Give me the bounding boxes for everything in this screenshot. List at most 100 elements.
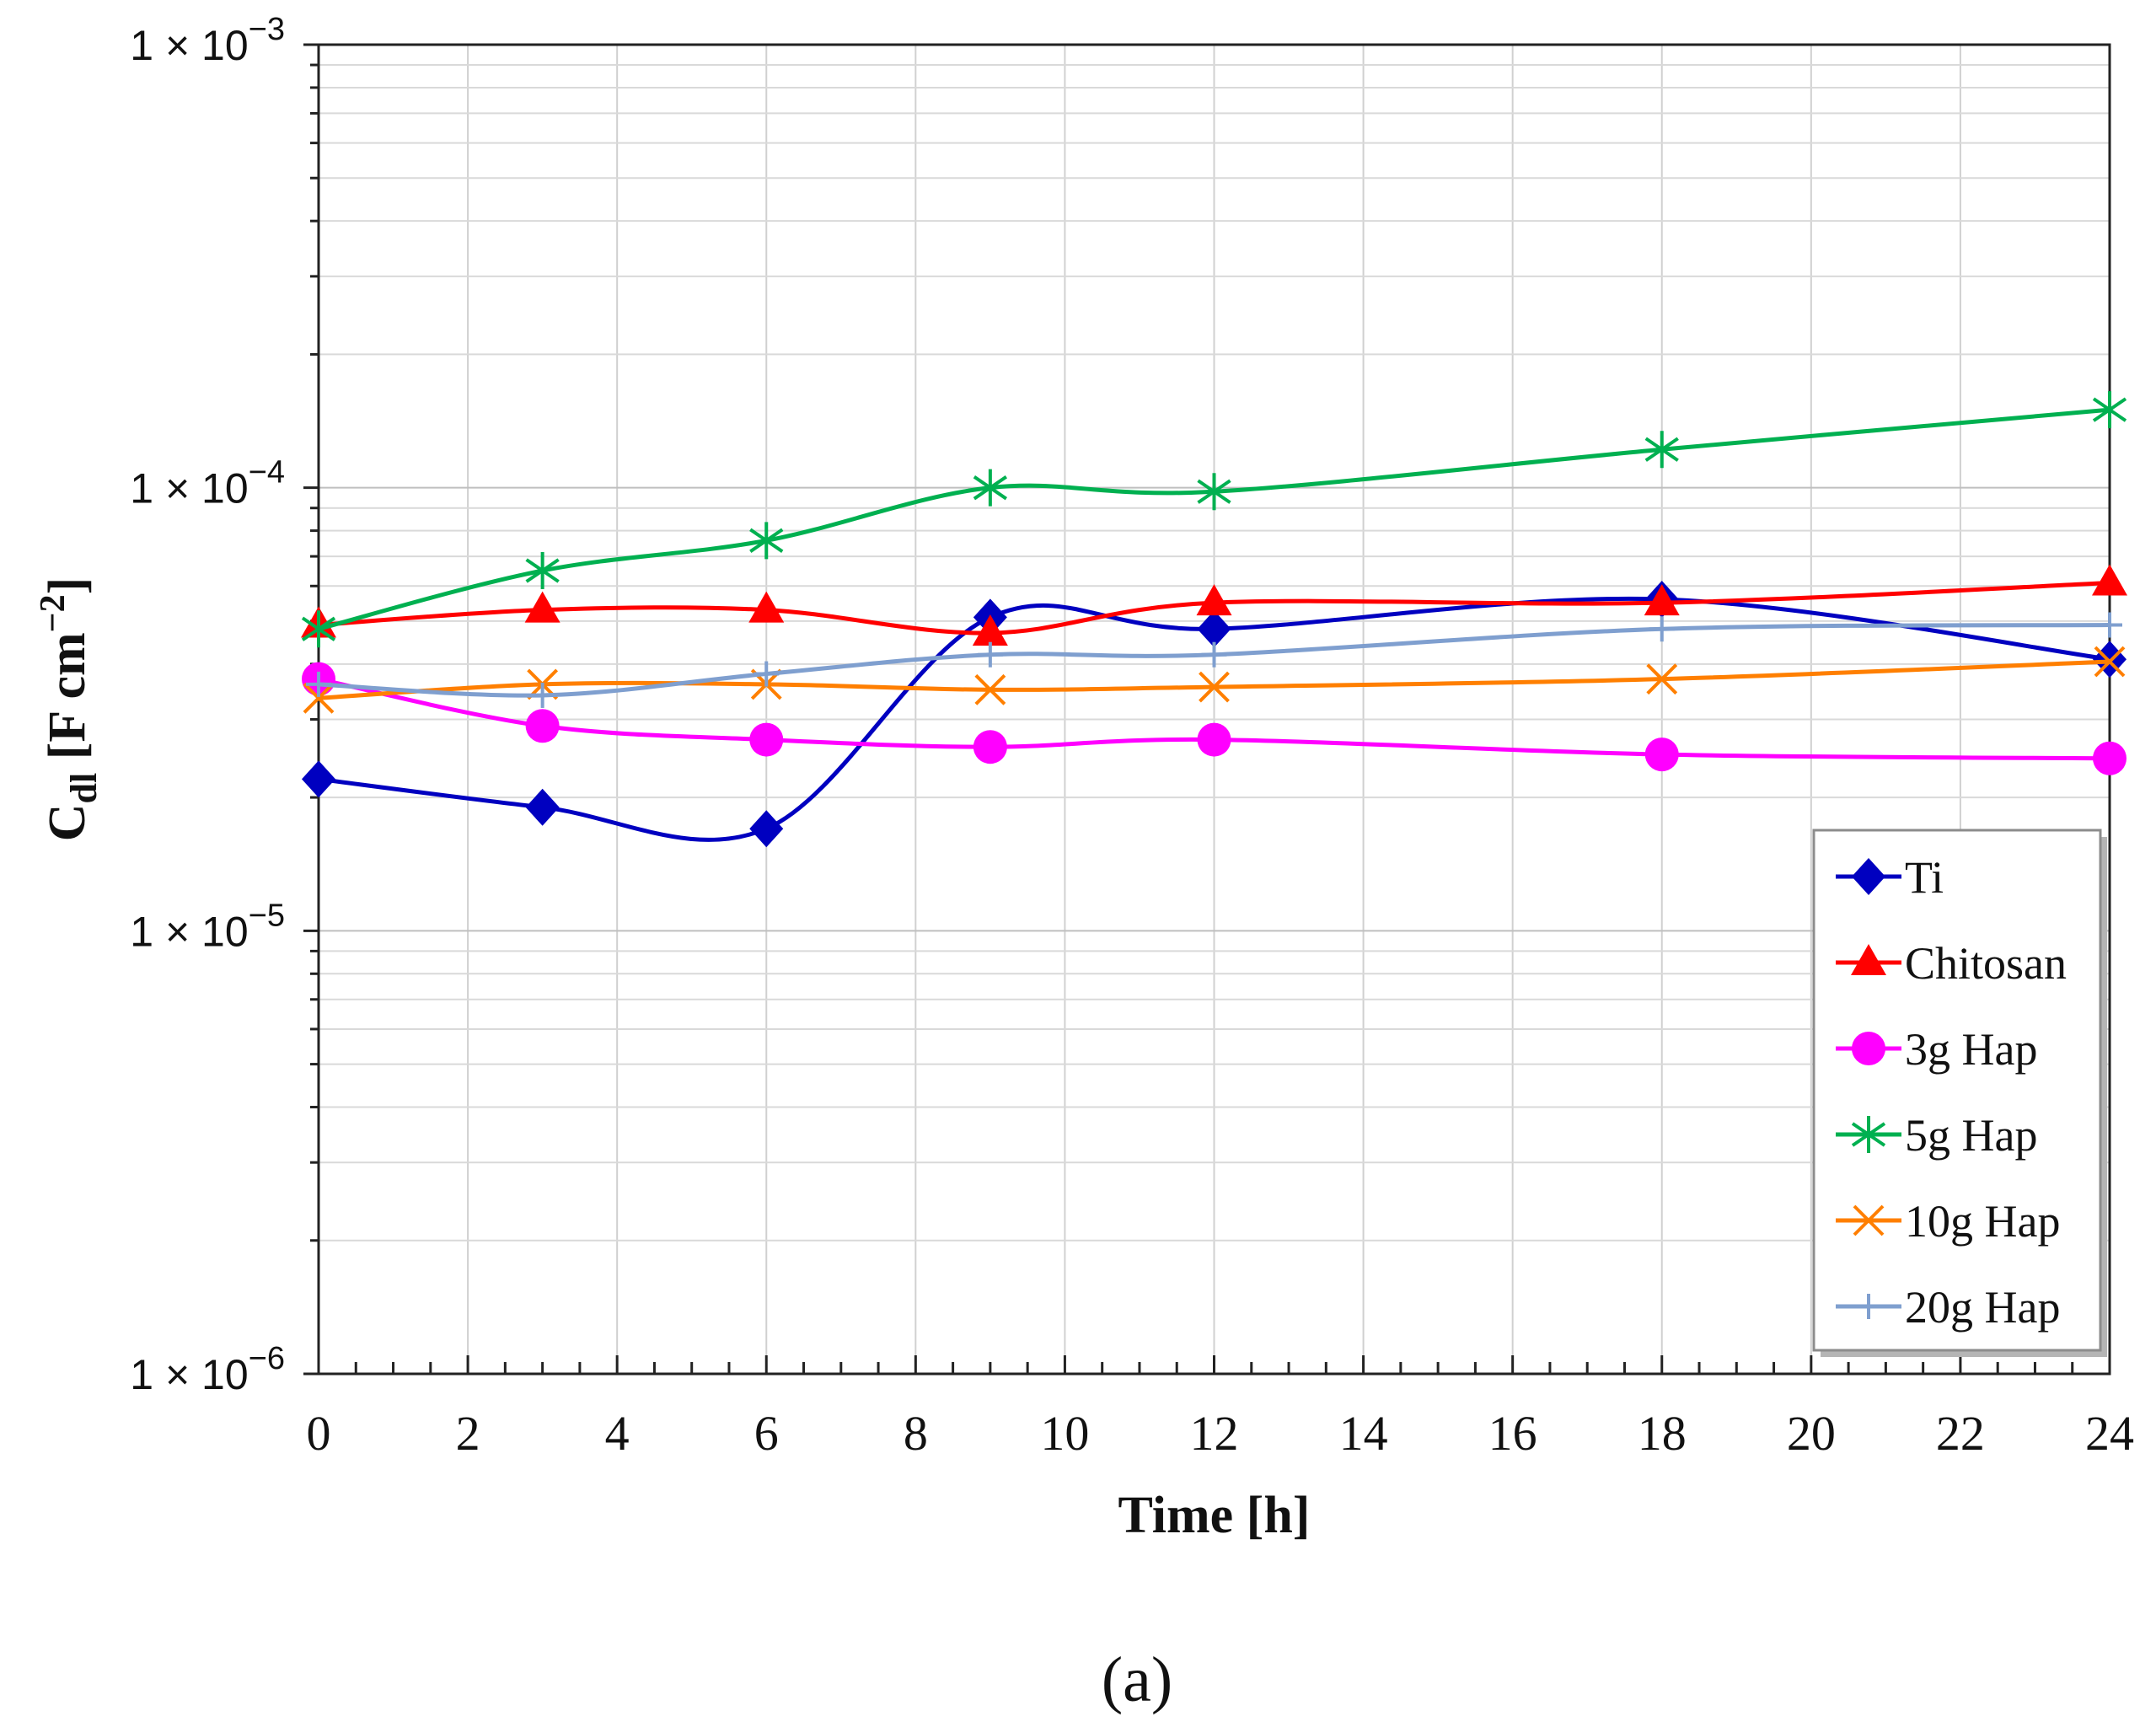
data-point-chitosan: [748, 591, 785, 623]
x-tick-label: 14: [1339, 1406, 1388, 1461]
data-point-20g-hap: [2097, 612, 2122, 638]
y-tick-label-base: 1 × 10: [130, 908, 248, 955]
data-point-3g-hap: [1197, 722, 1231, 757]
data-point-5g-hap: [749, 522, 784, 560]
y-axis-title-main: C: [39, 803, 96, 841]
data-point-5g-hap: [525, 552, 560, 590]
data-point-5g-hap: [301, 610, 336, 648]
data-point-3g-hap: [525, 709, 560, 743]
data-point-5g-hap-stroke: [973, 475, 1008, 501]
legend-item-ti: Ti: [1836, 852, 1944, 903]
data-point-3g-hap: [749, 722, 784, 757]
data-point-chitosan: [524, 591, 560, 623]
axis-ticks: 0 2 4 6 8 10 12 14 16 18 20 22 241 × 10−31 × 10−41 ×…: [130, 12, 2134, 1461]
series-10g-hap: [303, 646, 2126, 714]
legend-label-5g-hap: 5g Hap: [1905, 1110, 2037, 1161]
x-tick-label: 4: [605, 1406, 630, 1461]
data-point-10g-hap-stroke: [303, 682, 335, 714]
legend-marker-3g-hap: [1852, 1032, 1885, 1065]
legend-item-5g-hap: 5g Hap: [1836, 1110, 2037, 1161]
data-point-3g-hap: [973, 730, 1007, 764]
x-tick-label: 10: [1040, 1406, 1089, 1461]
y-tick-label: 1 × 10−3: [130, 12, 285, 69]
data-point-5g-hap: [1197, 473, 1231, 511]
data-point-ti: [1197, 610, 1231, 648]
legend-item-20g-hap: 20g Hap: [1836, 1282, 2060, 1333]
legend-label-20g-hap: 20g Hap: [1905, 1282, 2060, 1333]
data-point-5g-hap: [2092, 391, 2127, 429]
data-point-10g-hap-stroke: [2094, 646, 2126, 678]
figure-caption: (a): [1102, 1644, 1172, 1715]
y-tick-label-exponent: −4: [249, 455, 285, 491]
data-point-20g-hap: [306, 671, 331, 697]
x-tick-label: 22: [1936, 1406, 1985, 1461]
data-point-5g-hap: [1644, 431, 1679, 469]
data-point-chitosan: [2092, 564, 2127, 596]
data-point-chitosan: [972, 614, 1008, 646]
series-line-3g-hap: [318, 677, 2110, 761]
series-5g-hap: [301, 391, 2127, 648]
x-tick-label: 18: [1638, 1406, 1687, 1461]
data-point-10g-hap: [303, 682, 335, 714]
data-point-20g-hap: [529, 682, 555, 708]
y-tick-label-base: 1 × 10: [130, 465, 248, 512]
y-axis-title-units: [F cm: [39, 632, 96, 772]
x-tick-label: 16: [1488, 1406, 1537, 1461]
data-point-5g-hap-stroke: [2092, 397, 2127, 422]
data-point-5g-hap: [973, 469, 1008, 507]
y-tick-label: 1 × 10−6: [130, 1341, 285, 1398]
y-axis-title-close: ]: [39, 577, 96, 595]
x-axis-title: Time [h]: [1118, 1487, 1311, 1544]
data-point-10g-hap: [2094, 646, 2126, 678]
legend-marker-chitosan: [1851, 944, 1886, 975]
y-tick-label-exponent: −5: [249, 898, 285, 933]
series-line-chitosan: [318, 581, 2110, 636]
data-point-10g-hap: [1646, 663, 1678, 695]
legend-item-10g-hap: 10g Hap: [1836, 1196, 2060, 1247]
legend: Ti Chitosan 3g Hap 5g Hap 10g Hap 20g Hap: [1812, 829, 2107, 1357]
data-point-ti: [302, 760, 335, 798]
data-point-5g-hap-stroke: [301, 616, 336, 641]
series-line-20g-hap: [318, 623, 2110, 698]
y-tick-label: 1 × 10−4: [130, 455, 285, 512]
data-point-ti: [525, 788, 560, 826]
series-line-5g-hap: [318, 407, 2110, 631]
series-layer: [301, 391, 2127, 848]
legend-marker-20g-hap: [1856, 1294, 1881, 1319]
legend-item-chitosan: Chitosan: [1836, 938, 2067, 989]
legend-marker-ti: [1852, 858, 1885, 895]
data-point-3g-hap: [1644, 737, 1679, 772]
series-ti: [302, 581, 2127, 848]
y-axis-title-sub: dl: [63, 773, 105, 804]
y-tick-label-base: 1 × 10: [130, 1351, 248, 1398]
y-tick-label: 1 × 10−5: [130, 898, 285, 955]
legend-marker-5g-hap-stroke: [1851, 1122, 1886, 1147]
data-point-20g-hap: [1201, 641, 1227, 668]
y-tick-label-base: 1 × 10: [130, 22, 248, 69]
y-tick-label-exponent: −6: [249, 1341, 285, 1376]
data-point-chitosan: [1196, 584, 1232, 616]
legend-marker-10g-hap-stroke: [1853, 1204, 1885, 1236]
data-point-5g-hap-stroke: [525, 558, 560, 583]
legend-label-10g-hap: 10g Hap: [1905, 1196, 2060, 1247]
data-point-5g-hap-stroke: [1197, 479, 1231, 504]
data-point-10g-hap: [1199, 671, 1230, 703]
x-tick-label: 8: [904, 1406, 928, 1461]
x-tick-label: 12: [1190, 1406, 1239, 1461]
legend-marker-10g-hap: [1853, 1204, 1885, 1236]
x-tick-label: 24: [2085, 1406, 2134, 1461]
x-tick-label: 0: [307, 1406, 331, 1461]
data-point-chitosan: [1644, 584, 1680, 616]
x-tick-label: 6: [754, 1406, 779, 1461]
data-point-10g-hap: [974, 673, 1006, 705]
legend-label-ti: Ti: [1905, 852, 1944, 903]
y-axis-title: Cdl [F cm−2]: [34, 577, 105, 841]
data-point-5g-hap-stroke: [1644, 437, 1679, 462]
grid: [318, 45, 2110, 1375]
legend-item-3g-hap: 3g Hap: [1836, 1024, 2037, 1075]
series-3g-hap: [302, 662, 2127, 775]
data-point-20g-hap: [1649, 616, 1675, 642]
data-point-5g-hap-stroke: [749, 528, 784, 553]
